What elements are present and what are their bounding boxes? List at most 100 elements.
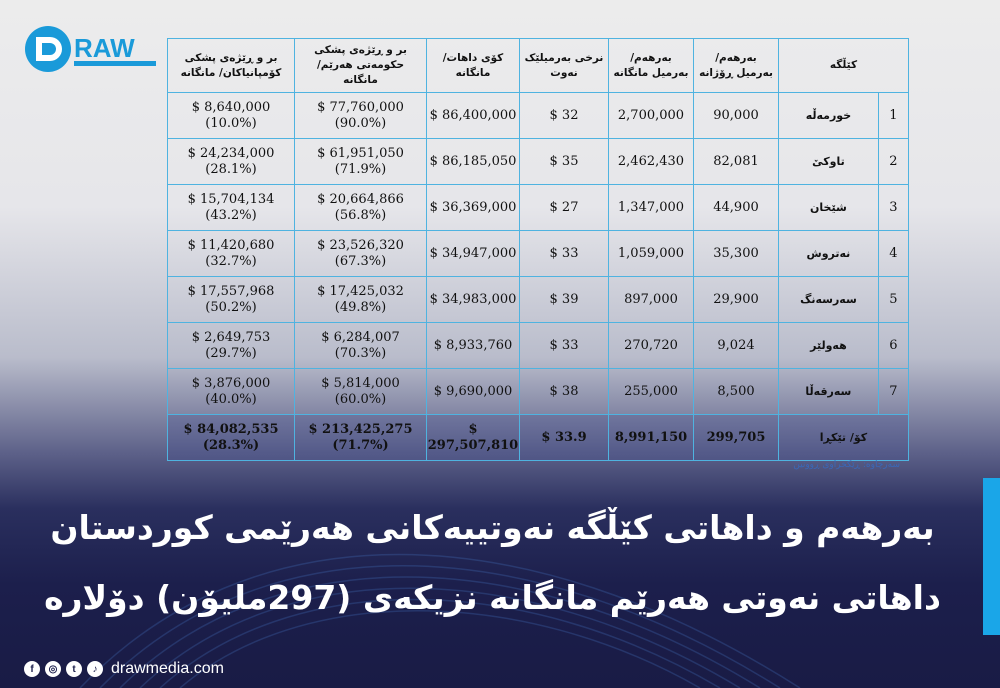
tiktok-icon[interactable]: ♪ xyxy=(87,661,103,677)
companies-share: $ 15,704,134 xyxy=(187,191,275,207)
price: $ 33 xyxy=(519,230,609,277)
field-name: خورمەڵە xyxy=(778,92,879,139)
table-row: $ 15,704,134 (43.2%) $ 20,664,866 (56.8%) $ … xyxy=(167,184,910,231)
header-monthly: بەرهەم/ بەرمیل مانگانە xyxy=(608,38,694,93)
daily-production: 90,000 xyxy=(693,92,779,139)
total-comp-pct: (28.3%) xyxy=(202,437,260,453)
facebook-icon[interactable]: f xyxy=(24,661,40,677)
wave-decoration xyxy=(79,553,801,688)
row-number: 5 xyxy=(877,276,910,323)
svg-text:RAW: RAW xyxy=(74,33,135,63)
gov-share-pct: (67.3%) xyxy=(334,253,387,269)
oil-fields-table: بر و ڕێژەی پشکی کۆمپانیاکان/ مانگانە بر … xyxy=(167,38,910,461)
daily-production: 82,081 xyxy=(693,138,779,185)
total-revenue: $ 297,507,810 xyxy=(426,414,520,461)
header-daily: بەرهەم/ بەرمیل ڕۆژانە xyxy=(693,38,779,93)
gov-share-pct: (60.0%) xyxy=(334,391,387,407)
price: $ 32 xyxy=(519,92,609,139)
source-note: سەرچاوە: ڕێکخراوی ڕوونین xyxy=(793,460,900,470)
gov-share-pct: (71.9%) xyxy=(334,161,387,177)
total-gov: $ 213,425,275 xyxy=(308,421,413,437)
header-gov-share: بر و ڕێژەی پشکی حکومەتی هەرێم/ مانگانە xyxy=(294,38,427,93)
header-companies-share: بر و ڕێژەی پشکی کۆمپانیاکان/ مانگانە xyxy=(167,38,295,93)
table-row: $ 8,640,000 (10.0%) $ 77,760,000 (90.0%) $ 8… xyxy=(167,92,910,139)
daily-production: 8,500 xyxy=(693,368,779,415)
companies-share: $ 3,876,000 xyxy=(191,375,271,391)
revenue: $ 36,369,000 xyxy=(426,184,520,231)
field-name: شێخان xyxy=(778,184,879,231)
revenue: $ 34,947,000 xyxy=(426,230,520,277)
row-number: 4 xyxy=(877,230,910,277)
gov-share-pct: (49.8%) xyxy=(334,299,387,315)
revenue: $ 86,400,000 xyxy=(426,92,520,139)
total-monthly: 8,991,150 xyxy=(608,414,694,461)
total-label: کۆ/ تێکڕا xyxy=(778,414,909,461)
companies-share: $ 24,234,000 xyxy=(187,145,275,161)
row-number: 6 xyxy=(877,322,910,369)
price: $ 35 xyxy=(519,138,609,185)
monthly-production: 2,462,430 xyxy=(608,138,694,185)
companies-share-pct: (29.7%) xyxy=(205,345,257,361)
field-name: تاوکێ xyxy=(778,138,879,185)
daily-production: 35,300 xyxy=(693,230,779,277)
row-number: 2 xyxy=(877,138,910,185)
draw-logo: RAW xyxy=(24,24,158,74)
price: $ 38 xyxy=(519,368,609,415)
companies-share-pct: (32.7%) xyxy=(205,253,257,269)
total-comp: $ 84,082,535 xyxy=(183,421,279,437)
gov-share: $ 5,814,000 xyxy=(321,375,400,391)
companies-share: $ 17,557,968 xyxy=(187,283,275,299)
price: $ 27 xyxy=(519,184,609,231)
table-row: $ 11,420,680 (32.7%) $ 23,526,320 (67.3%) $ … xyxy=(167,230,910,277)
total-daily: 299,705 xyxy=(693,414,779,461)
monthly-production: 270,720 xyxy=(608,322,694,369)
gov-share: $ 61,951,050 xyxy=(317,145,404,161)
table-row: $ 3,876,000 (40.0%) $ 5,814,000 (60.0%) $ 9,… xyxy=(167,368,910,415)
row-number: 7 xyxy=(877,368,910,415)
companies-share-pct: (10.0%) xyxy=(205,115,257,131)
header-revenue: کۆی داهات/ مانگانە xyxy=(426,38,520,93)
monthly-production: 897,000 xyxy=(608,276,694,323)
daily-production: 9,024 xyxy=(693,322,779,369)
companies-share: $ 8,640,000 xyxy=(191,99,271,115)
daily-production: 29,900 xyxy=(693,276,779,323)
field-name: سەرسەنگ xyxy=(778,276,879,323)
field-name: هەولێر xyxy=(778,322,879,369)
companies-share-pct: (28.1%) xyxy=(205,161,257,177)
table-row: $ 17,557,968 (50.2%) $ 17,425,032 (49.8%) $ … xyxy=(167,276,910,323)
header-price: نرخی بەرمیلێک نەوت xyxy=(519,38,609,93)
website-link[interactable]: drawmedia.com xyxy=(111,660,224,677)
revenue: $ 34,983,000 xyxy=(426,276,520,323)
monthly-production: 1,059,000 xyxy=(608,230,694,277)
gov-share: $ 77,760,000 xyxy=(317,99,404,115)
table-header-row: بر و ڕێژەی پشکی کۆمپانیاکان/ مانگانە بر … xyxy=(167,38,909,93)
instagram-icon[interactable]: ◎ xyxy=(45,661,61,677)
field-name: سەرقەڵا xyxy=(778,368,879,415)
gov-share: $ 17,425,032 xyxy=(317,283,404,299)
total-price: $ 33.9 xyxy=(519,414,609,461)
price: $ 33 xyxy=(519,322,609,369)
companies-share: $ 11,420,680 xyxy=(187,237,275,253)
gov-share: $ 23,526,320 xyxy=(317,237,404,253)
gov-share-pct: (56.8%) xyxy=(334,207,387,223)
gov-share: $ 20,664,866 xyxy=(317,191,404,207)
monthly-production: 1,347,000 xyxy=(608,184,694,231)
monthly-production: 255,000 xyxy=(608,368,694,415)
total-gov-pct: (71.7%) xyxy=(332,437,389,453)
twitter-icon[interactable]: t xyxy=(66,661,82,677)
field-name: نەتروش xyxy=(778,230,879,277)
companies-share-pct: (43.2%) xyxy=(205,207,257,223)
companies-share: $ 2,649,753 xyxy=(191,329,271,345)
title-line-1: بەرهەم و داهاتی کێڵگە نەوتییەکانی هەرێمی… xyxy=(50,508,935,547)
title-line-2: داهاتی نەوتی هەرێم مانگانە نزیکەی (297مل… xyxy=(44,578,941,617)
gov-share: $ 6,284,007 xyxy=(321,329,400,345)
header-field: کێڵگە xyxy=(778,38,909,93)
price: $ 39 xyxy=(519,276,609,323)
revenue: $ 86,185,050 xyxy=(426,138,520,185)
table-row: $ 24,234,000 (28.1%) $ 61,951,050 (71.9%) $ … xyxy=(167,138,910,185)
monthly-production: 2,700,000 xyxy=(608,92,694,139)
companies-share-pct: (40.0%) xyxy=(205,391,257,407)
daily-production: 44,900 xyxy=(693,184,779,231)
table-row: $ 2,649,753 (29.7%) $ 6,284,007 (70.3%) $ 8,… xyxy=(167,322,910,369)
row-number: 3 xyxy=(877,184,910,231)
